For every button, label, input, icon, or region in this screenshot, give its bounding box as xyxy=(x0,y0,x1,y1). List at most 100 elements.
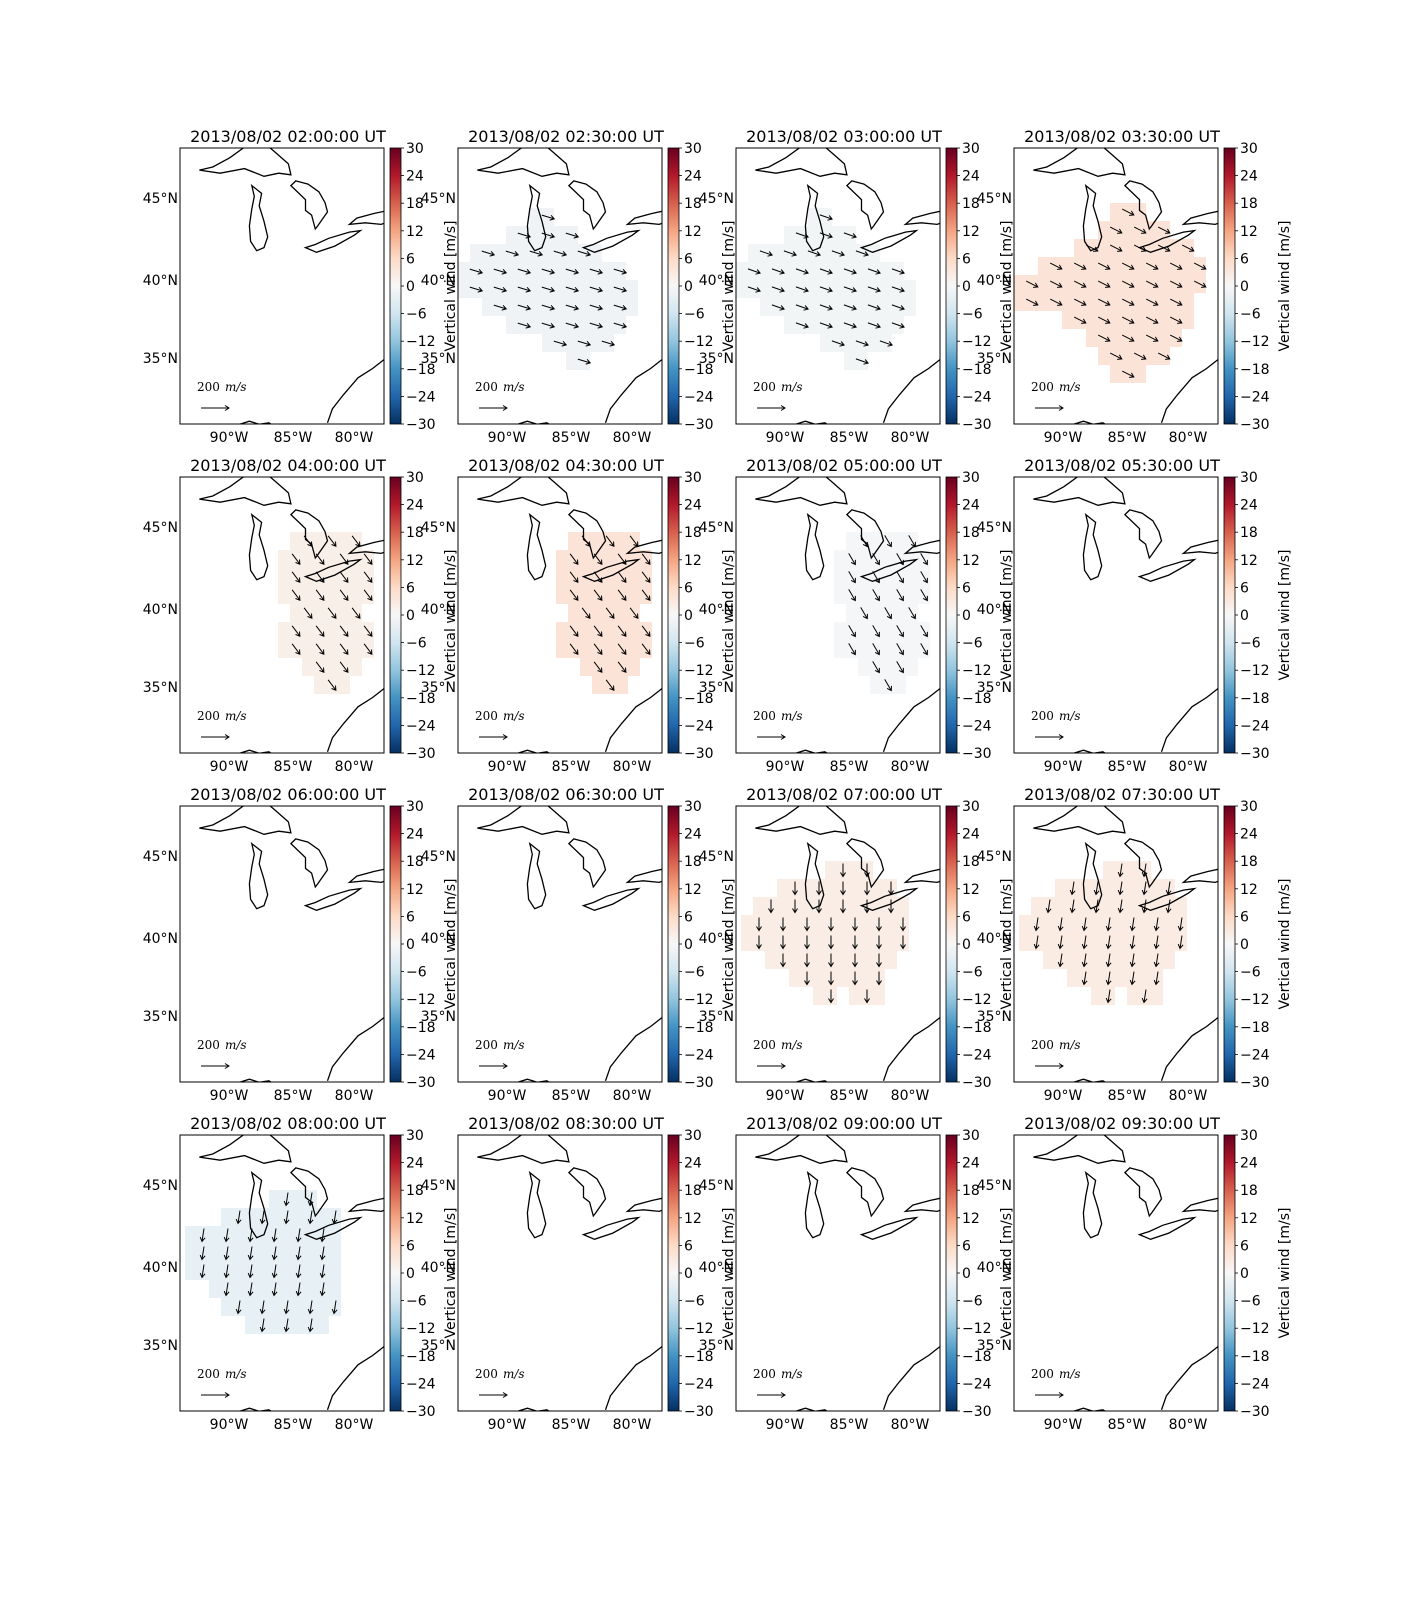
lon-tick-label: 80°W xyxy=(335,1088,374,1104)
lat-tick-label: 40°N xyxy=(421,1260,456,1276)
wind-arrow xyxy=(505,250,520,257)
lon-tick-label: 80°W xyxy=(613,759,652,775)
lon-tick-label: 90°W xyxy=(766,1088,805,1104)
panel-title: 2013/08/02 08:00:00 UT xyxy=(190,1114,386,1133)
wind-arrow xyxy=(1129,917,1136,932)
colorbar-tick-label: 6 xyxy=(684,251,693,267)
wind-arrow xyxy=(848,553,856,566)
lake-michigan-outline xyxy=(248,512,269,581)
wind-arrow xyxy=(339,571,349,583)
lat-tick-label: 35°N xyxy=(143,1009,178,1025)
colorbar-tick-label: 24 xyxy=(406,498,424,514)
wind-arrow xyxy=(291,625,301,637)
wind-arrow xyxy=(884,679,892,692)
wind-arrow xyxy=(1105,989,1112,1004)
wind-arrow xyxy=(291,643,301,655)
wind-arrow xyxy=(795,322,809,329)
panel-title: 2013/08/02 07:00:00 UT xyxy=(746,785,942,804)
wind-arrow xyxy=(792,881,798,896)
colorbar-tick-label: −24 xyxy=(684,1376,714,1392)
map-panel: 2013/08/02 03:00:00 UT 90°W 85°W 80°W 45°N 40… xyxy=(699,127,1015,446)
lake-erie-outline xyxy=(303,887,363,911)
colorbar-tick-label: −18 xyxy=(962,1349,992,1365)
map-content xyxy=(199,806,384,1082)
colorbar-tick-label: −6 xyxy=(962,1294,983,1310)
wind-arrow xyxy=(848,643,856,656)
wind-arrow xyxy=(291,553,301,565)
wind-arrow xyxy=(517,286,532,293)
colorbar-tick-label: 24 xyxy=(406,1156,424,1172)
quiver-key-arrow xyxy=(1035,405,1064,411)
lat-tick-label: 40°N xyxy=(977,931,1012,947)
wind-arrow xyxy=(771,286,785,293)
lon-tick-label: 85°W xyxy=(552,1088,591,1104)
wind-arrow xyxy=(1121,298,1135,306)
lat-tick-label: 45°N xyxy=(143,1178,178,1194)
colorbar-tick-label: 18 xyxy=(406,854,424,870)
colorbar-tick-label: −18 xyxy=(962,691,992,707)
lake-michigan-outline xyxy=(1082,183,1103,252)
lat-tick-label: 45°N xyxy=(977,520,1012,536)
colorbar-label: Vertical wind [m/s] xyxy=(443,550,459,681)
lon-tick-label: 90°W xyxy=(488,430,527,446)
wind-cell xyxy=(278,568,374,586)
wind-arrow xyxy=(920,643,928,656)
lon-tick-label: 90°W xyxy=(766,430,805,446)
wind-cell xyxy=(566,352,590,370)
wind-cell xyxy=(1091,987,1115,1005)
lon-tick-label: 85°W xyxy=(830,759,869,775)
lake-huron-outline xyxy=(845,1167,885,1218)
colorbar-tick-label: 0 xyxy=(962,1266,971,1282)
wind-arrow xyxy=(848,589,856,602)
wind-arrow xyxy=(759,250,773,257)
wind-arrow xyxy=(271,1228,278,1243)
wind-arrow xyxy=(1073,262,1087,270)
lon-tick-label: 90°W xyxy=(1044,759,1083,775)
wind-arrow xyxy=(1045,899,1052,914)
colorbar-tick-label: 0 xyxy=(962,279,971,295)
wind-arrow xyxy=(1025,298,1039,306)
colorbar-tick-label: −18 xyxy=(1240,1349,1270,1365)
wind-arrow xyxy=(840,863,846,878)
colorbar-tick-label: −6 xyxy=(1240,965,1261,981)
wind-arrow xyxy=(891,286,905,293)
colorbar-tick-label: 30 xyxy=(684,799,702,815)
quiver-key-units: m/s xyxy=(503,380,525,394)
wind-arrow xyxy=(315,625,325,637)
colorbar-tick-label: −12 xyxy=(962,1321,992,1337)
lat-tick-label: 35°N xyxy=(421,680,456,696)
lake-michigan-outline xyxy=(1082,512,1103,581)
wind-arrow xyxy=(896,643,904,656)
wind-arrow xyxy=(1169,334,1183,342)
wind-arrow xyxy=(756,917,762,932)
lake-ontario-outline xyxy=(1181,539,1218,555)
lake-huron-outline xyxy=(289,838,329,889)
quiver-key-arrow xyxy=(757,405,786,411)
colorbar xyxy=(1223,1134,1236,1412)
wind-arrow xyxy=(756,935,762,950)
map-panel: 2013/08/02 03:30:00 UT 90°W 85°W 80°W 45°N 40… xyxy=(977,127,1293,446)
quiver-key-units: m/s xyxy=(1059,380,1081,394)
wind-arrow xyxy=(852,953,858,968)
colorbar-tick-label: 6 xyxy=(962,1238,971,1254)
wind-arrow xyxy=(601,340,616,347)
lon-tick-label: 80°W xyxy=(891,1088,930,1104)
wind-arrow xyxy=(867,304,881,311)
wind-arrow xyxy=(864,899,870,914)
wind-arrow xyxy=(864,881,870,896)
wind-arrow xyxy=(331,1300,338,1315)
colorbar-tick-label: −24 xyxy=(406,1376,436,1392)
lat-tick-label: 40°N xyxy=(699,931,734,947)
lake-erie-outline xyxy=(859,558,919,582)
colorbar-tick-label: −30 xyxy=(1240,1075,1270,1091)
wind-cell xyxy=(741,915,909,933)
atlantic-coastline xyxy=(1160,1016,1218,1082)
lon-tick-label: 85°W xyxy=(274,1417,313,1433)
lake-huron-outline xyxy=(567,1167,607,1218)
colorbar-tick-label: 18 xyxy=(684,196,702,212)
lake-superior-outline xyxy=(1033,477,1126,506)
lake-michigan-outline xyxy=(804,512,825,581)
lake-huron-outline xyxy=(845,180,885,231)
panel-title: 2013/08/02 02:00:00 UT xyxy=(190,127,386,146)
